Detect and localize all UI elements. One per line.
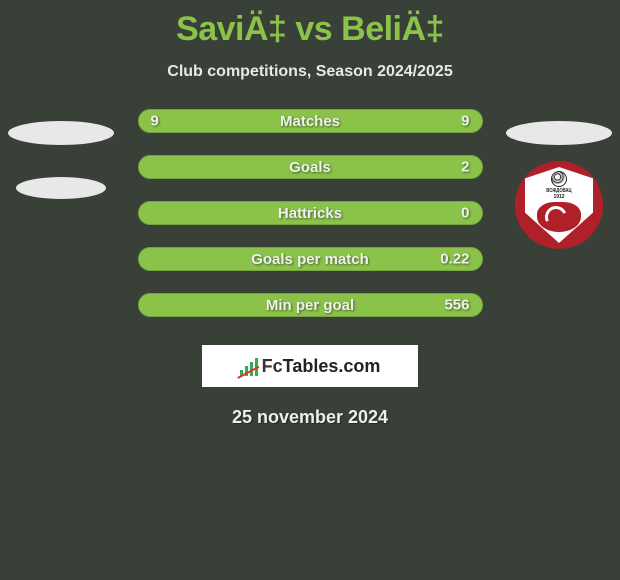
stat-right-value: 0.22 [440,251,469,268]
stat-row-goals-per-match: Goals per match 0.22 [138,247,483,271]
stat-label: Matches [280,113,340,130]
stat-label: Goals [289,159,331,176]
snapshot-date: 25 november 2024 [0,407,620,428]
placeholder-ellipse [16,177,106,199]
stat-label: Hattricks [278,205,342,222]
stat-row-matches: 9 Matches 9 [138,109,483,133]
brand-text: FcTables.com [262,356,381,377]
club-badge-year: 1912 [553,194,564,200]
stat-right-value: 9 [461,113,469,130]
club-badge-shield: ВОЖДОВАЦ 1912 [525,167,593,243]
right-player-column: ВОЖДОВАЦ 1912 [506,109,612,249]
stat-row-min-per-goal: Min per goal 556 [138,293,483,317]
page-title: SaviÄ‡ vs BeliÄ‡ [0,0,620,49]
stat-row-hattricks: Hattricks 0 [138,201,483,225]
club-badge: ВОЖДОВАЦ 1912 [515,161,603,249]
club-badge-name: ВОЖДОВАЦ [546,188,571,194]
stat-right-value: 2 [461,159,469,176]
comparison-panel: ВОЖДОВАЦ 1912 9 Matches 9 Goals 2 Hattri… [0,109,620,428]
stat-right-value: 556 [444,297,469,314]
stat-rows: 9 Matches 9 Goals 2 Hattricks 0 Goals pe… [138,109,483,317]
stat-left-value: 9 [151,113,159,130]
stat-label: Min per goal [266,297,354,314]
page-subtitle: Club competitions, Season 2024/2025 [0,63,620,81]
placeholder-ellipse [8,121,114,145]
brand-chart-icon [240,356,258,376]
placeholder-ellipse [506,121,612,145]
stat-row-goals: Goals 2 [138,155,483,179]
left-player-placeholder [8,109,114,199]
stat-right-value: 0 [461,205,469,222]
brand-box[interactable]: FcTables.com [202,345,418,387]
club-badge-emblem [537,202,581,232]
soccer-ball-icon [551,171,567,187]
stat-label: Goals per match [251,251,369,268]
